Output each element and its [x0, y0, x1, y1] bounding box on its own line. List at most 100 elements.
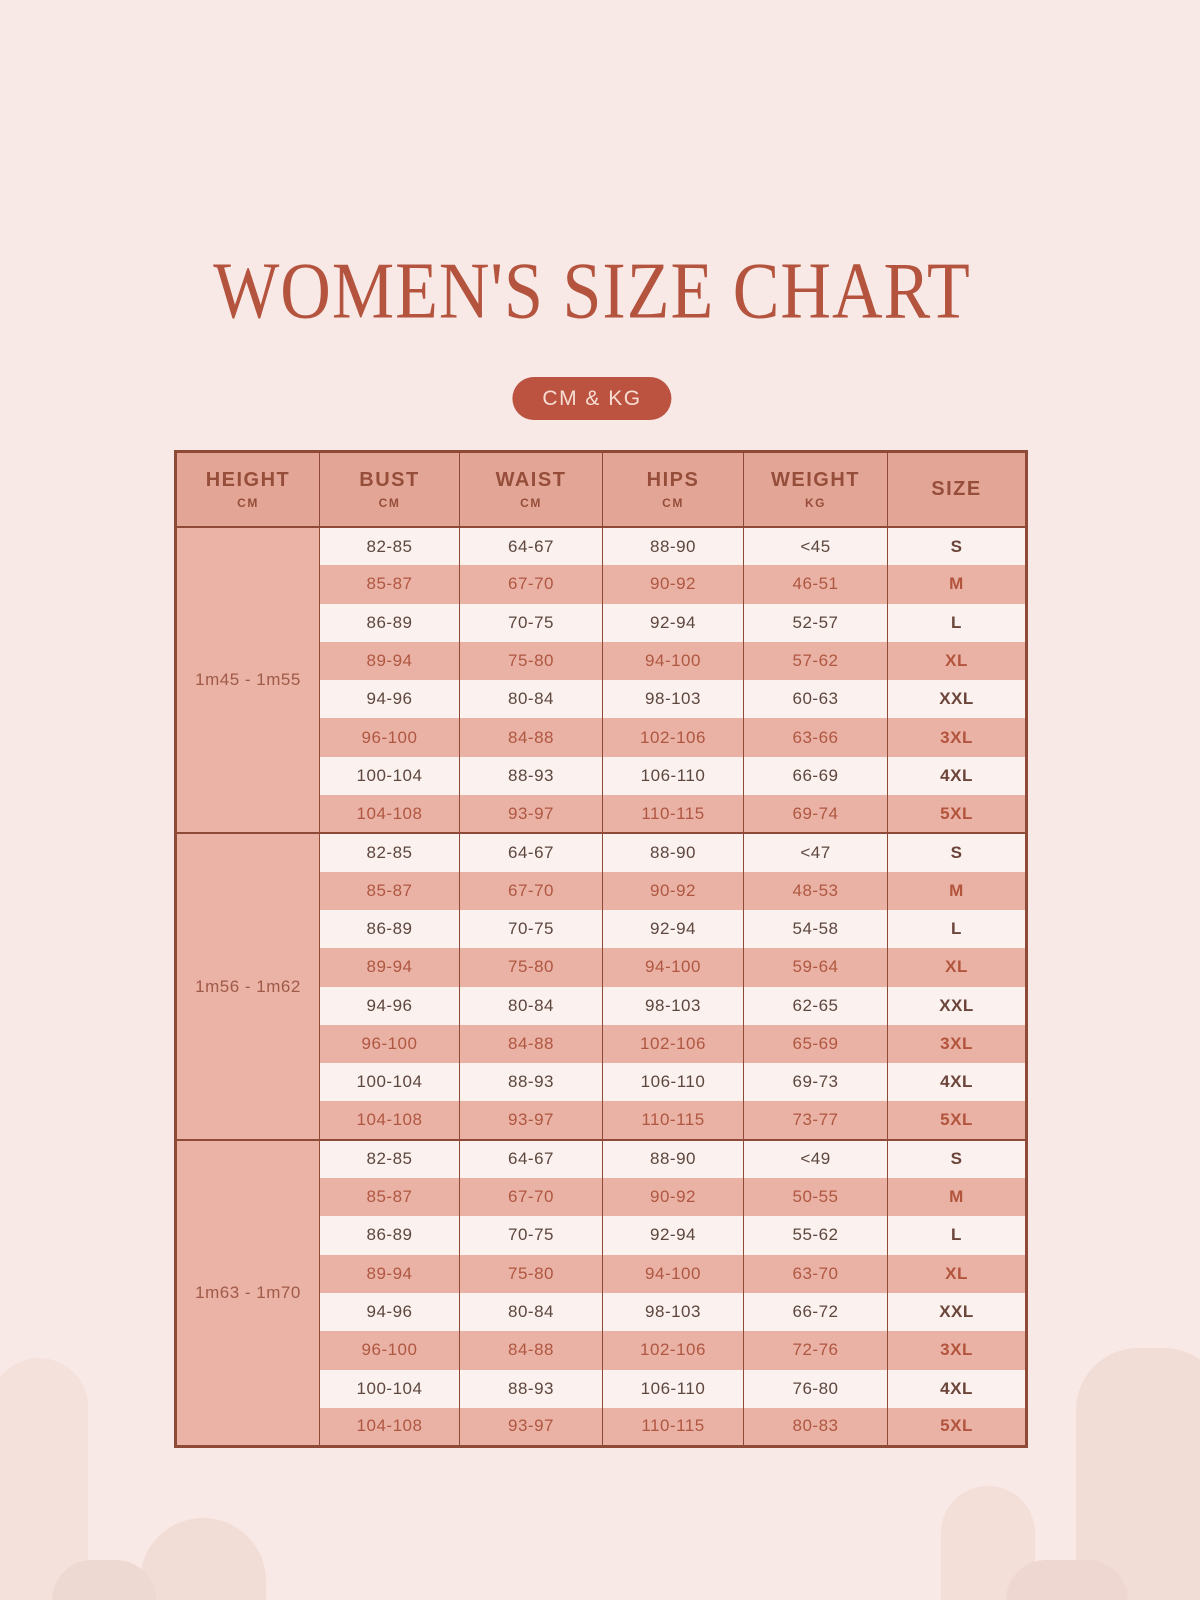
size-cell: 4XL [887, 1063, 1027, 1102]
table-cell: 92-94 [602, 909, 744, 949]
table-cell: 85-87 [319, 1178, 460, 1217]
table-cell: 106-110 [602, 1369, 744, 1408]
table-cell: 70-75 [459, 1216, 603, 1255]
table-cell: 92-94 [602, 603, 744, 642]
table-cell: 100-104 [319, 756, 460, 796]
table-cell: 94-100 [602, 948, 744, 987]
header-unit: CM [662, 496, 684, 510]
size-cell: M [887, 1178, 1027, 1217]
table-cell: 64-67 [459, 1138, 603, 1179]
header-cell-height: HEIGHT CM [175, 451, 320, 528]
table-cell: 48-53 [743, 871, 888, 910]
table-cell: 67-70 [459, 1178, 603, 1217]
table-cell: <47 [743, 832, 888, 872]
table-row: 89-94 75-80 94-100 59-64 XL [176, 948, 1027, 987]
table-row: 86-89 70-75 92-94 52-57 L [176, 603, 1027, 642]
table-cell: 60-63 [743, 680, 888, 719]
table-cell: 55-62 [743, 1216, 888, 1255]
size-cell: 3XL [887, 718, 1027, 757]
size-cell: XL [887, 948, 1027, 987]
table-cell: <45 [743, 527, 888, 566]
table-cell: 70-75 [459, 909, 603, 949]
table-cell: 80-84 [459, 1292, 603, 1332]
table-row: 96-100 84-88 102-106 72-76 3XL [176, 1331, 1027, 1370]
size-chart-table: HEIGHT CM BUST CM WAIST CM HIPS CM WEIGHT KG SIZE … [174, 450, 1028, 1448]
arch-decoration [140, 1518, 266, 1600]
units-badge: CM & KG [512, 377, 672, 420]
table-cell: 46-51 [743, 565, 888, 604]
table-row: 104-108 93-97 110-115 73-77 5XL [176, 1101, 1027, 1140]
header-label: HEIGHT [205, 469, 291, 491]
height-group-cell: 1m45 - 1m55 [175, 527, 320, 834]
table-cell: 92-94 [602, 1216, 744, 1255]
table-cell: 94-100 [602, 641, 744, 681]
table-cell: 93-97 [459, 795, 603, 834]
table-row: 94-96 80-84 98-103 62-65 XXL [176, 986, 1027, 1025]
height-group-cell: 1m56 - 1m62 [175, 832, 320, 1140]
table-row: 85-87 67-70 90-92 46-51 M [176, 565, 1027, 604]
table-cell: 69-74 [743, 795, 888, 834]
size-cell: S [887, 527, 1027, 566]
size-cell: L [887, 603, 1027, 642]
table-cell: 82-85 [319, 1138, 460, 1179]
size-cell: 4XL [887, 1369, 1027, 1408]
table-cell: 69-73 [743, 1063, 888, 1102]
table-row: 94-96 80-84 98-103 66-72 XXL [176, 1292, 1027, 1332]
table-cell: 85-87 [319, 565, 460, 604]
table-cell: 88-90 [602, 527, 744, 566]
table-row: 104-108 93-97 110-115 69-74 5XL [176, 795, 1027, 834]
table-cell: 80-84 [459, 680, 603, 719]
table-cell: 110-115 [602, 795, 744, 834]
table-cell: 52-57 [743, 603, 888, 642]
table-cell: 93-97 [459, 1407, 603, 1447]
table-cell: 104-108 [319, 1101, 460, 1140]
header-row: HEIGHT CM BUST CM WAIST CM HIPS CM WEIGHT KG SIZE [175, 451, 1027, 528]
table-cell: 102-106 [602, 1024, 744, 1064]
table-row: 1m63 - 1m70 82-85 64-67 88-90 <49 S [175, 1138, 1027, 1447]
table-cell: 90-92 [602, 565, 744, 604]
table-row: 89-94 75-80 94-100 57-62 XL [176, 641, 1027, 681]
table-cell: 80-84 [459, 986, 603, 1025]
size-cell: M [887, 565, 1027, 604]
table-row: 94-96 80-84 98-103 60-63 XXL [176, 680, 1027, 719]
table-cell: 89-94 [319, 641, 460, 681]
header-label: BUST [359, 469, 420, 491]
table-cell: 94-96 [319, 680, 460, 719]
header-label: WEIGHT [771, 469, 860, 491]
size-cell: XXL [887, 986, 1027, 1025]
page-title: WOMEN'S SIZE CHART [213, 247, 971, 336]
table-cell: 73-77 [743, 1101, 888, 1140]
table-row: 104-108 93-97 110-115 80-83 5XL [176, 1407, 1027, 1447]
table-cell: 98-103 [602, 986, 744, 1025]
table-cell: 59-64 [743, 948, 888, 987]
table-cell: 82-85 [319, 832, 460, 872]
table-cell: 67-70 [459, 871, 603, 910]
size-cell: 5XL [887, 795, 1027, 834]
table-cell: 106-110 [602, 1063, 744, 1102]
table-cell: 88-93 [459, 1063, 603, 1102]
table-cell: 65-69 [743, 1024, 888, 1064]
header-cell-bust: BUST CM [319, 451, 460, 528]
table-cell: 62-65 [743, 986, 888, 1025]
size-cell: XL [887, 1254, 1027, 1293]
table-cell: 94-96 [319, 1292, 460, 1332]
table-cell: 96-100 [319, 718, 460, 757]
header-label: HIPS [646, 469, 700, 491]
table-cell: 86-89 [319, 603, 460, 642]
table-cell: 57-62 [743, 641, 888, 681]
table-cell: 100-104 [319, 1063, 460, 1102]
arch-decoration [0, 1358, 88, 1600]
table-cell: 96-100 [319, 1331, 460, 1370]
table-cell: 84-88 [459, 1331, 603, 1370]
table-cell: 104-108 [319, 795, 460, 834]
table-row: 100-104 88-93 106-110 66-69 4XL [176, 756, 1027, 796]
table-cell: 90-92 [602, 1178, 744, 1217]
table-cell: 102-106 [602, 718, 744, 757]
header-unit: KG [805, 496, 826, 510]
table-cell: 72-76 [743, 1331, 888, 1370]
size-cell: 5XL [887, 1407, 1027, 1447]
table-row: 85-87 67-70 90-92 48-53 M [176, 871, 1027, 910]
table-row: 86-89 70-75 92-94 54-58 L [176, 909, 1027, 949]
table-cell: 94-100 [602, 1254, 744, 1293]
size-cell: XXL [887, 680, 1027, 719]
